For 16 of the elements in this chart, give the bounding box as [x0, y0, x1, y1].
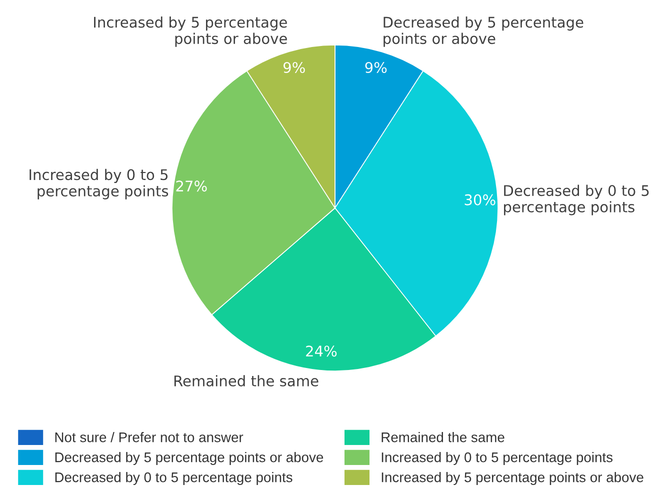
data-label: 27% [176, 180, 207, 192]
data-label: 9% [283, 62, 305, 74]
legend-label: Decreased by 0 to 5 percentage points [55, 472, 292, 485]
slice-label: Remained the same [174, 375, 318, 386]
slice-label: Increased by 0 to 5 percentage points [30, 168, 168, 200]
legend-label: Increased by 5 percentage points or above [382, 472, 644, 485]
slice-label: Decreased by 5 percentage points or above [384, 16, 584, 47]
data-label: 9% [365, 62, 387, 74]
slice-label: Decreased by 0 to 5 percentage points [504, 184, 649, 216]
data-label: 30% [464, 194, 496, 206]
legend-label: Increased by 0 to 5 percentage points [382, 452, 613, 465]
data-label: 24% [306, 346, 337, 357]
legend-label: Not sure / Prefer not to answer [55, 432, 244, 442]
slice-label: Increased by 5 percentage points or above [94, 16, 287, 47]
legend-label: Decreased by 5 percentage points or above [55, 452, 324, 465]
legend-label: Remained the same [382, 432, 504, 442]
